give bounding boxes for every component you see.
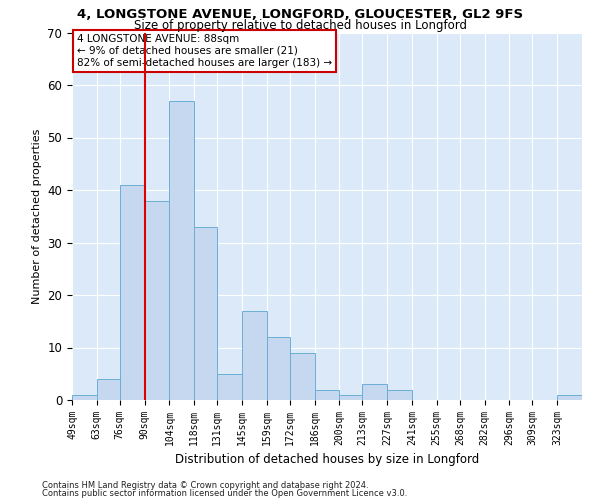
Bar: [340, 395, 362, 400]
Text: Size of property relative to detached houses in Longford: Size of property relative to detached ho…: [133, 18, 467, 32]
Text: Contains public sector information licensed under the Open Government Licence v3: Contains public sector information licen…: [42, 488, 407, 498]
Bar: [242, 311, 267, 400]
Bar: [314, 390, 340, 400]
Bar: [362, 384, 387, 400]
Bar: [120, 184, 145, 400]
Bar: [194, 227, 217, 400]
Bar: [387, 390, 412, 400]
Bar: [97, 379, 120, 400]
Text: 4, LONGSTONE AVENUE, LONGFORD, GLOUCESTER, GL2 9FS: 4, LONGSTONE AVENUE, LONGFORD, GLOUCESTE…: [77, 8, 523, 21]
X-axis label: Distribution of detached houses by size in Longford: Distribution of detached houses by size …: [175, 454, 479, 466]
Bar: [72, 395, 97, 400]
Bar: [557, 395, 582, 400]
Bar: [290, 353, 314, 400]
Bar: [267, 337, 290, 400]
Bar: [169, 101, 194, 400]
Bar: [145, 200, 169, 400]
Text: Contains HM Land Registry data © Crown copyright and database right 2024.: Contains HM Land Registry data © Crown c…: [42, 481, 368, 490]
Y-axis label: Number of detached properties: Number of detached properties: [32, 128, 42, 304]
Text: 4 LONGSTONE AVENUE: 88sqm
← 9% of detached houses are smaller (21)
82% of semi-d: 4 LONGSTONE AVENUE: 88sqm ← 9% of detach…: [77, 34, 332, 68]
Bar: [217, 374, 242, 400]
